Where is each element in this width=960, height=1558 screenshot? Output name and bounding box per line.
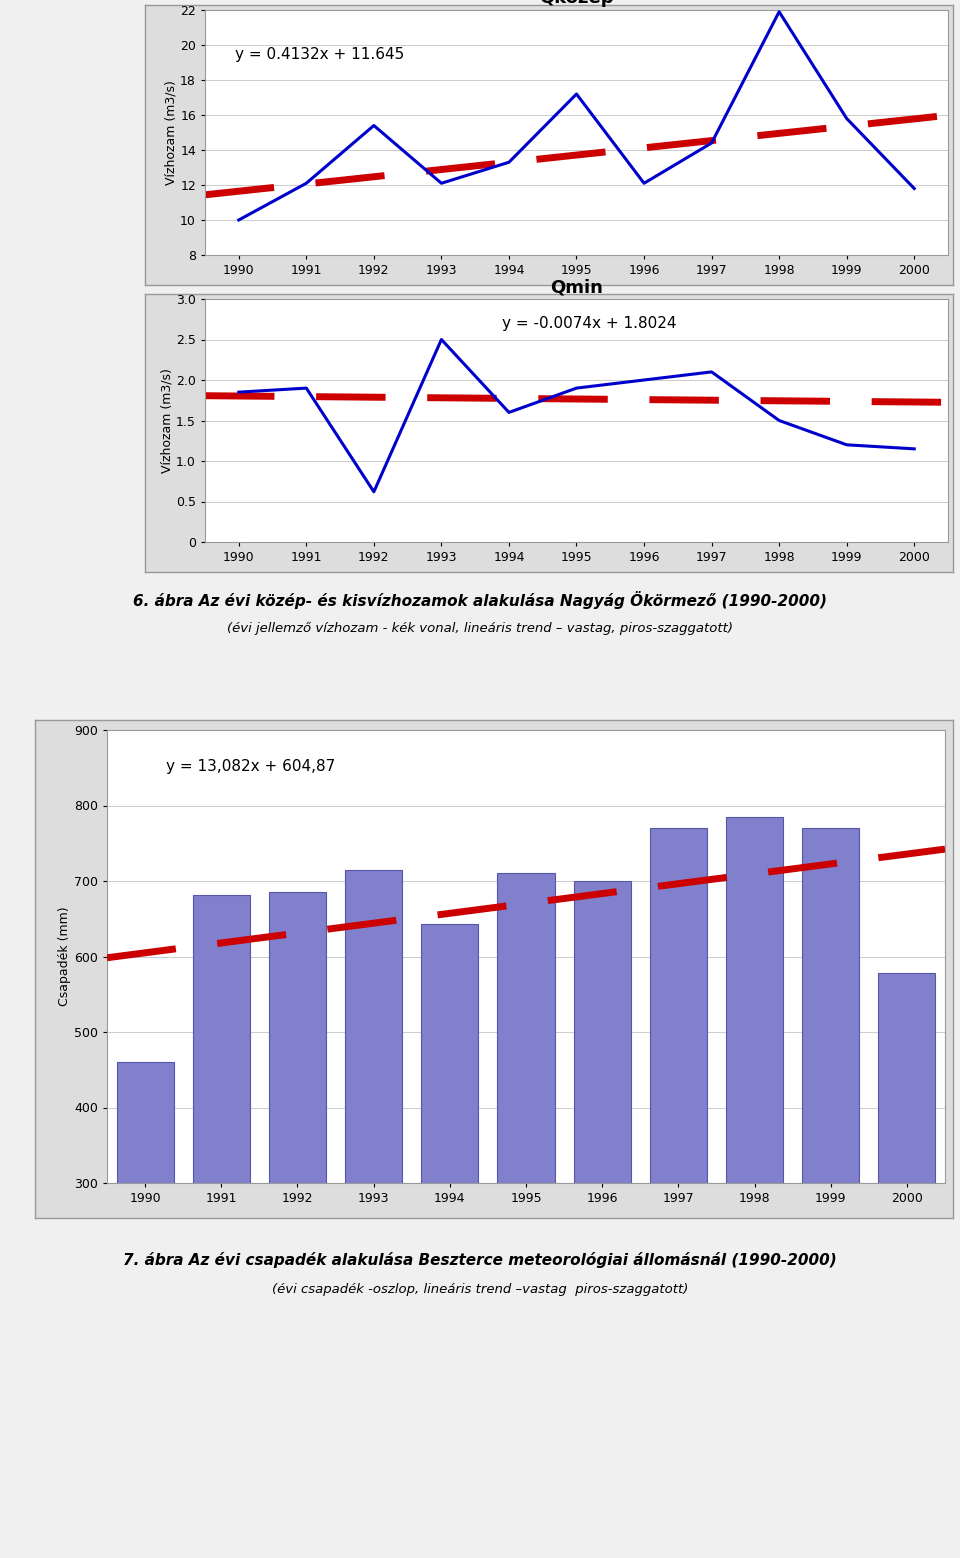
Text: y = -0.0074x + 1.8024: y = -0.0074x + 1.8024 (502, 316, 677, 332)
Text: 7. ábra Az évi csapadék alakulása Beszterce meteorológiai állomásnál (1990-2000): 7. ábra Az évi csapadék alakulása Beszte… (123, 1253, 837, 1268)
Bar (574, 880, 631, 1410)
Title: Qközép: Qközép (540, 0, 613, 8)
Bar (421, 924, 478, 1410)
Bar (878, 974, 935, 1410)
Bar (726, 816, 783, 1410)
Text: y = 0.4132x + 11.645: y = 0.4132x + 11.645 (234, 47, 404, 62)
Text: y = 13,082x + 604,87: y = 13,082x + 604,87 (166, 759, 335, 774)
Text: 6. ábra Az évi közép- és kisvízhozamok alakulása Nagyág Ökörmező (1990-2000): 6. ábra Az évi közép- és kisvízhozamok a… (133, 590, 827, 609)
Bar (803, 829, 859, 1410)
Y-axis label: Vízhozam (m3/s): Vízhozam (m3/s) (164, 79, 178, 185)
Bar (193, 894, 250, 1410)
Bar (345, 869, 402, 1410)
Y-axis label: Csapadék (mm): Csapadék (mm) (59, 907, 71, 1006)
Bar (650, 829, 707, 1410)
Bar (497, 874, 555, 1410)
Text: (évi jellemző vízhozam - kék vonal, lineáris trend – vastag, piros-szaggatott): (évi jellemző vízhozam - kék vonal, line… (227, 622, 733, 634)
Title: Qmin: Qmin (550, 277, 603, 296)
Y-axis label: Vízhozam (m3/s): Vízhozam (m3/s) (160, 368, 173, 474)
Bar (269, 893, 326, 1410)
Bar (116, 1063, 174, 1410)
Text: (évi csapadék -oszlop, lineáris trend –vastag  piros-szaggatott): (évi csapadék -oszlop, lineáris trend –v… (272, 1284, 688, 1296)
